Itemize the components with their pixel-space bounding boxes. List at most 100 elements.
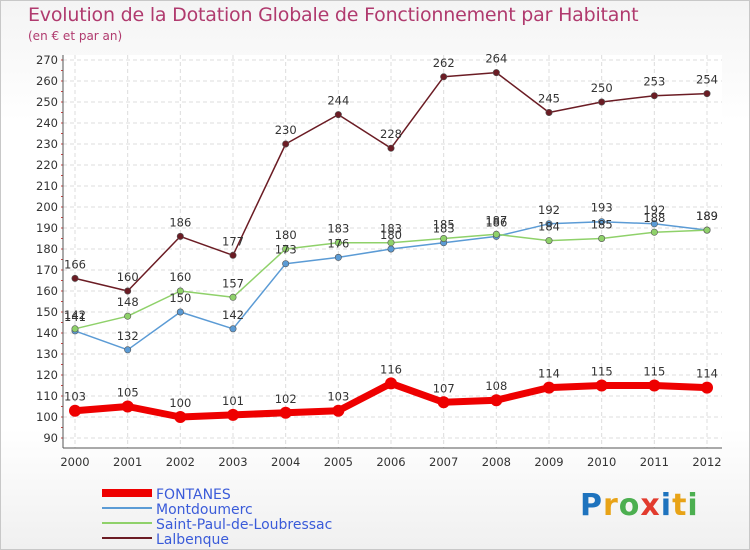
data-point-saint-paul-de-loubressac	[703, 226, 711, 234]
data-label-fontanes: 115	[591, 365, 613, 379]
logo-letter: r	[603, 488, 619, 523]
data-point-lalbenque	[545, 109, 553, 117]
x-tick-label: 2009	[534, 455, 563, 469]
chart-subtitle: (en € et par an)	[28, 29, 123, 43]
data-label-saint-paul-de-loubressac: 185	[433, 218, 455, 232]
logo-letter: x	[640, 488, 661, 523]
data-point-montdoumerc	[545, 220, 553, 228]
data-point-fontanes	[701, 381, 713, 394]
data-point-fontanes	[648, 379, 661, 392]
data-point-lalbenque	[650, 92, 658, 100]
data-label-montdoumerc: 180	[380, 228, 402, 242]
data-point-fontanes	[543, 381, 555, 394]
x-tick-label: 2001	[113, 455, 142, 469]
y-tick-label: 90	[43, 431, 58, 445]
data-label-lalbenque: 254	[696, 73, 718, 87]
data-label-fontanes: 102	[275, 392, 297, 406]
data-label-lalbenque: 253	[643, 75, 665, 89]
data-point-montdoumerc	[650, 220, 658, 228]
data-point-montdoumerc	[598, 218, 606, 226]
data-label-saint-paul-de-loubressac: 184	[538, 220, 560, 234]
chart-title: Evolution de la Dotation Globale de Fonc…	[28, 4, 639, 26]
x-tick-label: 2002	[166, 455, 195, 469]
data-point-saint-paul-de-loubressac	[229, 293, 237, 301]
data-label-fontanes: 107	[433, 381, 455, 395]
data-point-lalbenque	[387, 144, 395, 152]
data-point-fontanes	[69, 404, 81, 417]
data-label-fontanes: 105	[117, 386, 139, 400]
data-label-fontanes: 103	[64, 390, 86, 404]
data-label-lalbenque: 166	[64, 257, 86, 271]
data-point-fontanes	[490, 394, 503, 407]
data-label-fontanes: 114	[538, 367, 560, 381]
data-label-lalbenque: 245	[538, 92, 560, 106]
y-tick-label: 160	[36, 284, 58, 298]
y-tick-label: 140	[36, 326, 58, 340]
x-tick-label: 2004	[271, 455, 300, 469]
data-label-lalbenque: 177	[222, 234, 244, 248]
x-tick-label: 2006	[376, 455, 405, 469]
data-label-fontanes: 100	[169, 396, 191, 410]
x-tick-label: 2010	[587, 455, 616, 469]
data-label-saint-paul-de-loubressac: 189	[696, 209, 718, 223]
x-tick-label: 2007	[429, 455, 458, 469]
data-point-saint-paul-de-loubressac	[598, 235, 606, 243]
data-point-fontanes	[332, 404, 345, 417]
data-point-fontanes	[227, 408, 239, 421]
logo-letter: i	[660, 488, 673, 523]
data-label-lalbenque: 230	[275, 123, 297, 137]
data-label-montdoumerc: 186	[485, 215, 507, 229]
data-point-montdoumerc	[282, 260, 290, 268]
y-tick-label: 260	[36, 74, 58, 88]
data-point-lalbenque	[492, 69, 500, 77]
data-point-saint-paul-de-loubressac	[492, 230, 500, 238]
x-tick-label: 2000	[60, 455, 89, 469]
data-label-saint-paul-de-loubressac: 183	[327, 222, 349, 236]
data-label-lalbenque: 228	[380, 127, 402, 141]
data-label-montdoumerc: 183	[433, 222, 455, 236]
data-label-fontanes: 101	[222, 394, 244, 408]
data-label-fontanes: 114	[696, 367, 718, 381]
data-point-montdoumerc	[387, 245, 395, 253]
data-label-montdoumerc: 173	[275, 243, 297, 257]
x-tick-label: 2005	[324, 455, 353, 469]
data-point-lalbenque	[440, 73, 448, 81]
y-tick-label: 190	[36, 221, 58, 235]
data-label-lalbenque: 262	[433, 56, 455, 70]
data-point-fontanes	[385, 377, 397, 390]
y-tick-label: 130	[36, 347, 58, 361]
data-point-lalbenque	[176, 232, 184, 240]
data-label-fontanes: 116	[380, 362, 402, 376]
data-point-saint-paul-de-loubressac	[440, 235, 448, 243]
y-tick-label: 110	[36, 389, 58, 403]
data-label-saint-paul-de-loubressac: 157	[222, 276, 244, 290]
data-point-montdoumerc	[334, 253, 342, 261]
legend-label: FONTANES	[156, 487, 231, 503]
data-point-fontanes	[121, 400, 134, 413]
legend-label: Montdoumerc	[156, 502, 253, 518]
data-point-fontanes	[437, 396, 450, 409]
data-label-montdoumerc: 193	[591, 201, 613, 215]
y-tick-label: 100	[36, 410, 58, 424]
data-point-saint-paul-de-loubressac	[387, 239, 395, 247]
legend-label: Lalbenque	[156, 532, 229, 548]
data-label-saint-paul-de-loubressac: 187	[485, 213, 507, 227]
x-tick-label: 2012	[692, 455, 721, 469]
data-label-saint-paul-de-loubressac: 183	[380, 222, 402, 236]
data-point-fontanes	[174, 411, 187, 423]
data-label-montdoumerc: 192	[643, 203, 665, 217]
x-tick-label: 2008	[482, 455, 511, 469]
data-point-lalbenque	[71, 274, 79, 282]
data-label-montdoumerc: 141	[64, 310, 86, 324]
data-point-montdoumerc	[229, 325, 237, 333]
data-point-lalbenque	[703, 90, 711, 98]
logo-letter: t	[672, 488, 688, 523]
data-point-saint-paul-de-loubressac	[650, 228, 658, 236]
logo-letter: o	[618, 488, 641, 523]
data-label-saint-paul-de-loubressac: 180	[275, 228, 297, 242]
legend-label: Saint-Paul-de-Loubressac	[156, 517, 332, 533]
logo-letter: i	[687, 488, 699, 523]
data-point-lalbenque	[229, 251, 237, 259]
data-point-fontanes	[595, 379, 608, 392]
logo-letter: P	[580, 488, 603, 523]
